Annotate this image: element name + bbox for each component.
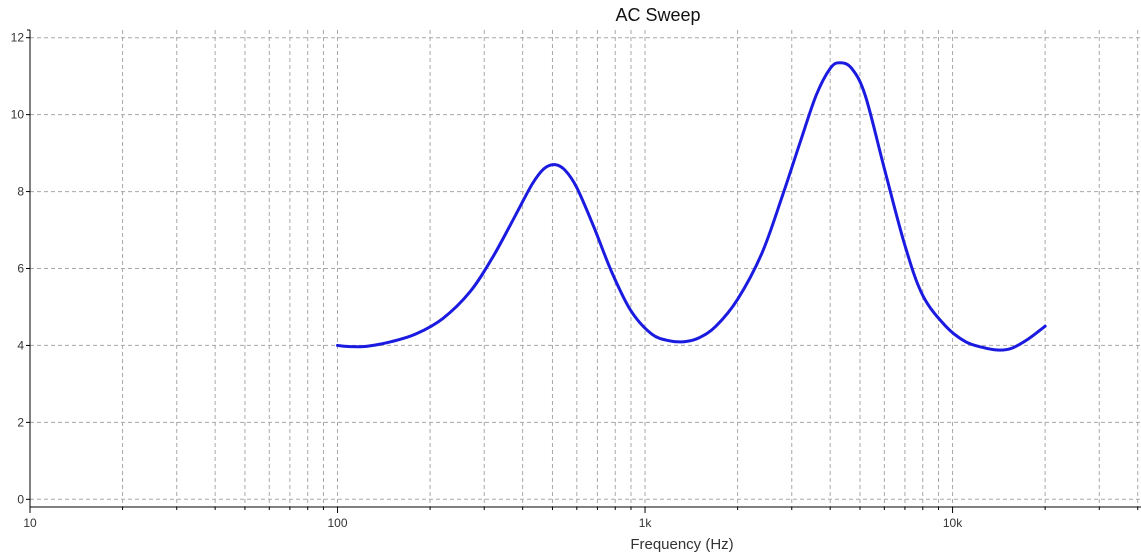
y-tick-label: 12 bbox=[11, 31, 25, 45]
x-tick-label: 10k bbox=[943, 516, 963, 530]
grid bbox=[30, 30, 1141, 507]
y-tick-label: 2 bbox=[17, 415, 24, 429]
series-line-0 bbox=[336, 61, 1047, 352]
tick-labels: 0 2 4 6 8 10 12 10 100 1k 10k bbox=[11, 31, 964, 530]
axes bbox=[26, 29, 1141, 513]
y-tick-label: 4 bbox=[17, 338, 24, 352]
x-tick-label: 10 bbox=[23, 516, 37, 530]
y-tick-label: 10 bbox=[11, 108, 25, 122]
x-tick-label: 100 bbox=[328, 516, 348, 530]
series-layer bbox=[336, 61, 1047, 352]
y-tick-label: 6 bbox=[17, 262, 24, 276]
y-tick-label: 0 bbox=[17, 492, 24, 506]
y-tick-label: 8 bbox=[17, 185, 24, 199]
chart-title: AC Sweep bbox=[615, 5, 700, 25]
x-axis-label: Frequency (Hz) bbox=[630, 536, 733, 552]
x-tick-label: 1k bbox=[639, 516, 653, 530]
